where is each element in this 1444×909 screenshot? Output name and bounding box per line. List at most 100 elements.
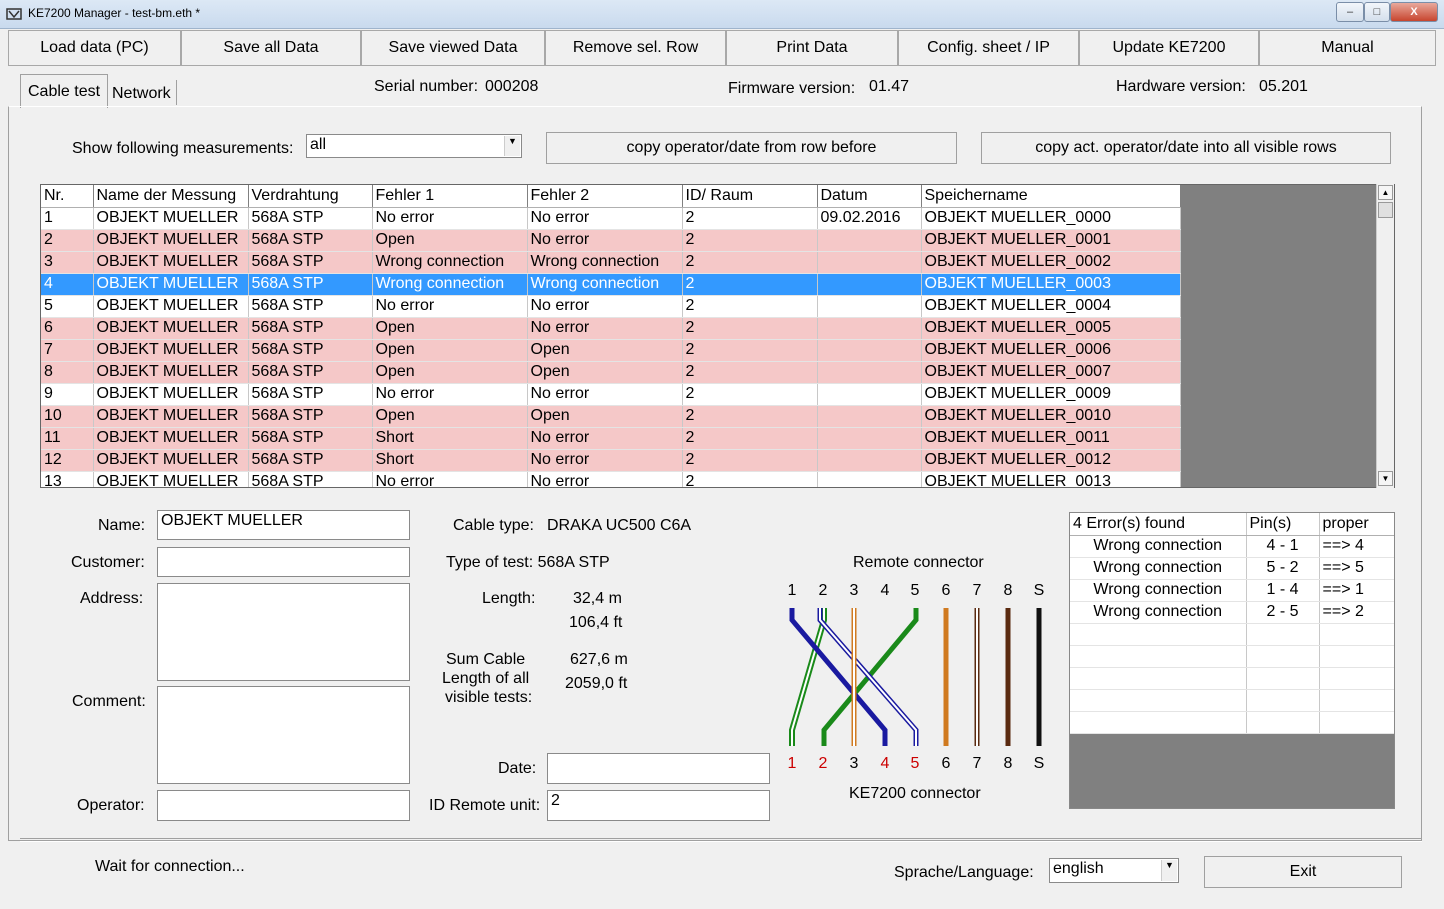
column-header[interactable]: Nr. <box>41 185 94 208</box>
table-cell[interactable]: 2 <box>682 207 818 230</box>
table-cell[interactable]: 10 <box>41 405 94 428</box>
column-header[interactable]: ID/ Raum <box>682 185 818 208</box>
table-cell[interactable]: OBJEKT MUELLER_0009 <box>921 383 1181 406</box>
customer-field[interactable] <box>157 547 410 577</box>
table-cell[interactable] <box>817 449 922 472</box>
table-row[interactable]: 5 OBJEKT MUELLER 568A STP No error No error 2… <box>41 295 1181 318</box>
id-remote-field[interactable]: 2 <box>547 790 770 821</box>
table-cell[interactable] <box>817 295 922 318</box>
table-cell[interactable]: OBJEKT MUELLER_0011 <box>921 427 1181 450</box>
table-cell[interactable]: 7 <box>41 339 94 362</box>
chevron-down-icon[interactable]: ▼ <box>1161 860 1177 881</box>
save-viewed-data-button[interactable]: Save viewed Data <box>361 30 545 66</box>
table-row[interactable]: 10 OBJEKT MUELLER 568A STP Open Open 2 OBJEKT … <box>41 405 1181 428</box>
table-cell[interactable]: Short <box>372 427 528 450</box>
table-cell[interactable]: No error <box>527 449 683 472</box>
manual-button[interactable]: Manual <box>1259 30 1436 66</box>
scroll-thumb[interactable] <box>1378 202 1393 218</box>
table-cell[interactable]: 2 <box>682 273 818 296</box>
table-cell[interactable]: 568A STP <box>248 229 373 252</box>
config-sheet-button[interactable]: Config. sheet / IP <box>898 30 1079 66</box>
column-header[interactable]: Verdrahtung <box>248 185 373 208</box>
table-cell[interactable]: 2 <box>682 229 818 252</box>
table-cell[interactable]: 568A STP <box>248 339 373 362</box>
table-cell[interactable]: OBJEKT MUELLER <box>93 405 249 428</box>
table-cell[interactable]: OBJEKT MUELLER <box>93 339 249 362</box>
operator-field[interactable] <box>157 790 410 821</box>
tab-network[interactable]: Network <box>108 80 177 105</box>
table-cell[interactable]: Open <box>372 339 528 362</box>
table-cell[interactable]: Wrong connection <box>527 273 683 296</box>
table-cell[interactable]: Open <box>527 361 683 384</box>
table-cell[interactable]: 568A STP <box>248 405 373 428</box>
tab-cable-test[interactable]: Cable test <box>20 74 108 108</box>
table-cell[interactable]: OBJEKT MUELLER <box>93 295 249 318</box>
table-cell[interactable]: OBJEKT MUELLER_0001 <box>921 229 1181 252</box>
filter-select[interactable]: all ▼ <box>306 134 522 158</box>
table-cell[interactable]: OBJEKT MUELLER_0007 <box>921 361 1181 384</box>
table-cell[interactable]: Short <box>372 449 528 472</box>
scroll-up-icon[interactable]: ▲ <box>1378 185 1393 200</box>
table-cell[interactable]: 6 <box>41 317 94 340</box>
table-cell[interactable]: OBJEKT MUELLER_0005 <box>921 317 1181 340</box>
comment-field[interactable] <box>157 686 410 784</box>
table-cell[interactable] <box>817 317 922 340</box>
remove-row-button[interactable]: Remove sel. Row <box>545 30 726 66</box>
table-cell[interactable]: 568A STP <box>248 427 373 450</box>
print-data-button[interactable]: Print Data <box>726 30 898 66</box>
table-cell[interactable]: 568A STP <box>248 361 373 384</box>
table-cell[interactable]: 2 <box>682 317 818 340</box>
table-cell[interactable]: OBJEKT MUELLER <box>93 207 249 230</box>
table-cell[interactable]: 2 <box>682 449 818 472</box>
table-cell[interactable]: No error <box>372 207 528 230</box>
column-header[interactable]: Speichername <box>921 185 1181 208</box>
close-button[interactable]: X <box>1390 2 1438 22</box>
table-cell[interactable]: OBJEKT MUELLER <box>93 471 249 487</box>
table-cell[interactable]: No error <box>527 471 683 487</box>
table-cell[interactable]: No error <box>527 383 683 406</box>
table-cell[interactable]: No error <box>372 295 528 318</box>
table-cell[interactable]: OBJEKT MUELLER <box>93 383 249 406</box>
table-cell[interactable]: No error <box>527 427 683 450</box>
table-cell[interactable]: OBJEKT MUELLER <box>93 273 249 296</box>
table-row[interactable]: 13 OBJEKT MUELLER 568A STP No error No error… <box>41 471 1181 487</box>
table-cell[interactable] <box>817 361 922 384</box>
table-row[interactable]: 2 OBJEKT MUELLER 568A STP Open No error 2 OBJE… <box>41 229 1181 252</box>
table-row[interactable]: 1 OBJEKT MUELLER 568A STP No error No error 2… <box>41 207 1181 230</box>
table-cell[interactable]: Open <box>372 361 528 384</box>
address-field[interactable] <box>157 583 410 681</box>
table-cell[interactable]: OBJEKT MUELLER_0003 <box>921 273 1181 296</box>
table-row[interactable]: 8 OBJEKT MUELLER 568A STP Open Open 2 OBJEKT M… <box>41 361 1181 384</box>
table-cell[interactable]: OBJEKT MUELLER <box>93 317 249 340</box>
table-cell[interactable]: 2 <box>682 295 818 318</box>
chevron-down-icon[interactable]: ▼ <box>504 136 520 156</box>
table-cell[interactable]: OBJEKT MUELLER <box>93 361 249 384</box>
table-cell[interactable] <box>817 251 922 274</box>
table-row[interactable]: 11 OBJEKT MUELLER 568A STP Short No error 2 OB… <box>41 427 1181 450</box>
table-cell[interactable] <box>817 427 922 450</box>
table-cell[interactable]: 2 <box>682 405 818 428</box>
table-cell[interactable] <box>817 229 922 252</box>
column-header[interactable]: Fehler 2 <box>527 185 683 208</box>
table-cell[interactable]: 568A STP <box>248 273 373 296</box>
table-cell[interactable]: 11 <box>41 427 94 450</box>
scroll-down-icon[interactable]: ▼ <box>1378 471 1393 486</box>
table-cell[interactable]: 5 <box>41 295 94 318</box>
table-cell[interactable]: OBJEKT MUELLER_0012 <box>921 449 1181 472</box>
table-cell[interactable] <box>817 383 922 406</box>
copy-from-previous-button[interactable]: copy operator/date from row before <box>546 132 957 164</box>
table-cell[interactable]: Wrong connection <box>372 273 528 296</box>
table-cell[interactable]: No error <box>372 383 528 406</box>
table-cell[interactable]: No error <box>527 317 683 340</box>
table-cell[interactable]: Open <box>372 405 528 428</box>
table-cell[interactable]: No error <box>372 471 528 487</box>
table-cell[interactable]: 8 <box>41 361 94 384</box>
table-cell[interactable]: No error <box>527 295 683 318</box>
table-cell[interactable]: OBJEKT MUELLER <box>93 449 249 472</box>
table-cell[interactable]: 13 <box>41 471 94 487</box>
language-select[interactable]: english ▼ <box>1049 858 1179 883</box>
table-cell[interactable]: 568A STP <box>248 471 373 487</box>
table-cell[interactable]: 4 <box>41 273 94 296</box>
table-cell[interactable]: 2 <box>682 427 818 450</box>
table-cell[interactable]: 2 <box>682 383 818 406</box>
